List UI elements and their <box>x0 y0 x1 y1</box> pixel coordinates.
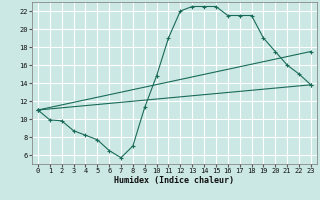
X-axis label: Humidex (Indice chaleur): Humidex (Indice chaleur) <box>115 176 234 185</box>
